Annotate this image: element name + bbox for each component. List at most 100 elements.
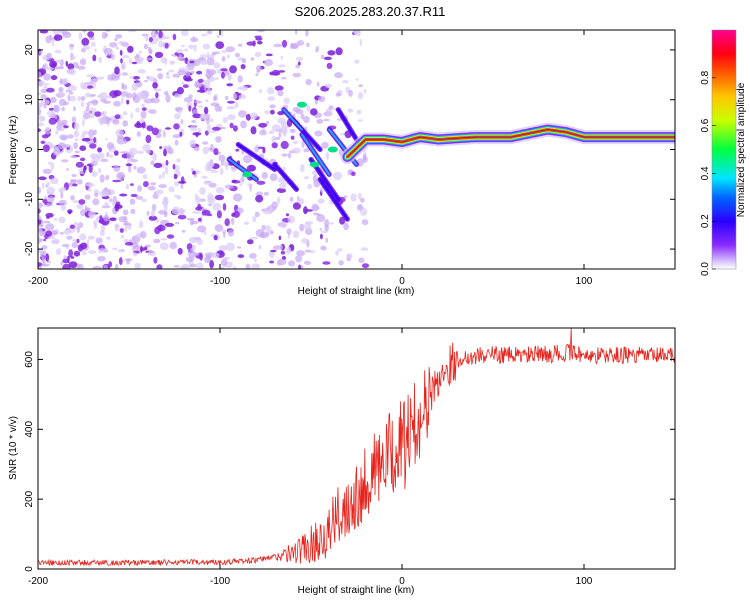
spectrogram-noise-cell [265,53,273,57]
spectrogram-noise-cell [139,118,145,123]
spectrogram-noise-cell [266,231,270,237]
spectrogram-noise-cell [70,155,77,159]
spectrogram-noise-cell [93,136,97,144]
spectrogram-noise-cell [257,30,265,33]
spectrogram-noise-cell [112,247,118,251]
spectrogram-noise-cell [130,112,134,119]
spectrogram-noise-cell [300,265,304,269]
spectrogram-noise-cell [69,224,75,229]
spectrogram-noise-cell [155,189,164,195]
spectrogram-noise-cell [42,199,48,204]
spectrogram-noise-cell [150,160,155,166]
spectrogram-noise-cell [214,77,219,81]
spectrogram-noise-cell [62,258,70,264]
spectrogram-noise-cell [283,97,290,105]
spectrogram-noise-cell [204,256,211,264]
spectrogram-noise-cell [171,206,181,215]
spectrogram-noise-cell [277,111,285,116]
spectrogram-noise-cell [123,220,129,226]
spectrogram-noise-cell [267,96,276,101]
spectrogram-noise-cell [166,75,171,79]
spectrogram-noise-cell [141,103,145,108]
spectrogram-noise-cell [206,161,215,168]
spectrogram-streak-core [228,158,258,181]
spectrogram-noise-cell [255,194,264,203]
spectrogram-noise-cell [40,94,47,100]
spectrogram-noise-cell [254,51,262,58]
spectrogram-noise-cell [358,257,365,264]
spectrogram-noise-cell [277,70,286,73]
spectrogram-y-tick-label: -20 [24,241,35,256]
spectrogram-noise-cell [339,216,346,225]
spectrogram-noise-cell [226,54,231,59]
spectrogram-x-tick-label: 100 [576,276,593,287]
spectrogram-noise-cell [199,114,206,121]
spectrogram-noise-cell [206,73,211,80]
spectrogram-noise-cell [120,151,129,154]
snr-y-tick-label: 200 [24,490,35,507]
spectrogram-y-tick-label: -10 [24,192,35,207]
spectrogram-noise-cell [298,264,302,269]
spectrogram-noise-cell [148,109,157,114]
spectrogram-noise-cell [81,133,86,139]
spectrogram-noise-cell [247,183,253,187]
spectrogram-noise-cell [245,263,251,269]
spectrogram-noise-cell [323,56,332,61]
spectrogram-noise-cell [71,55,76,60]
spectrogram-noise-cell [81,137,91,142]
spectrogram-noise-cell [299,223,305,232]
spectrogram-noise-cell [142,144,151,152]
spectrogram-noise-cell [159,224,163,232]
spectrogram-noise-cell [108,261,113,268]
spectrogram-noise-cell [116,171,125,181]
spectrogram-noise-cell [225,46,235,53]
spectrogram-noise-cell [140,245,143,253]
spectrogram-noise-cell [278,64,286,68]
spectrogram-noise-cell [145,34,149,42]
spectrogram-noise-cell [120,234,125,239]
spectrogram-noise-cell [73,122,79,131]
spectrogram-noise-cell [129,159,138,163]
spectrogram-noise-cell [303,116,310,123]
snr-y-label: SNR (10 * v/v) [8,416,19,480]
spectrogram-noise-cell [145,150,152,154]
spectrogram-noise-cell [89,153,98,160]
spectrogram-noise-cell [82,30,87,33]
spectrogram-noise-cell [181,81,185,86]
snr-x-tick-label: 100 [576,576,593,587]
spectrogram-noise-cell [48,117,57,125]
spectrogram-noise-cell [103,264,108,269]
spectrogram-noise-cell [268,130,275,135]
spectrogram-noise-cell [139,220,144,229]
spectrogram-hotspot [327,146,338,153]
spectrogram-noise-cell [134,262,141,269]
spectrogram-noise-cell [120,96,124,105]
spectrogram-noise-cell [109,154,113,158]
spectrogram-noise-cell [122,55,130,59]
spectrogram-noise-cell [110,53,116,61]
spectrogram-noise-cell [76,226,80,233]
spectrogram-noise-cell [98,248,106,254]
spectrogram-noise-cell [289,196,294,202]
spectrogram-noise-cell [209,260,215,269]
spectrogram-noise-cell [235,148,240,152]
spectrogram-noise-cell [232,193,243,202]
spectrogram-noise-cell [190,70,195,74]
spectrogram-noise-cell [136,150,144,155]
spectrogram-noise-cell [303,206,308,215]
spectrogram-noise-cell [286,213,289,217]
spectrogram-noise-cell [256,65,262,73]
spectrogram-noise-cell [166,234,175,239]
spectrogram-noise-cell [141,121,146,129]
spectrogram-noise-cell [177,247,183,255]
spectrogram-noise-cell [305,30,309,37]
spectrogram-noise-cell [177,214,187,220]
spectrogram-noise-cell [334,72,343,79]
spectrogram-noise-cell [165,159,169,166]
spectrogram-noise-cell [356,109,362,115]
spectrogram-noise-cell [297,198,305,205]
spectrogram-noise-cell [142,174,148,179]
spectrogram-noise-cell [268,208,272,213]
colorbar-label: Normalized spectral amplitude [736,82,747,217]
